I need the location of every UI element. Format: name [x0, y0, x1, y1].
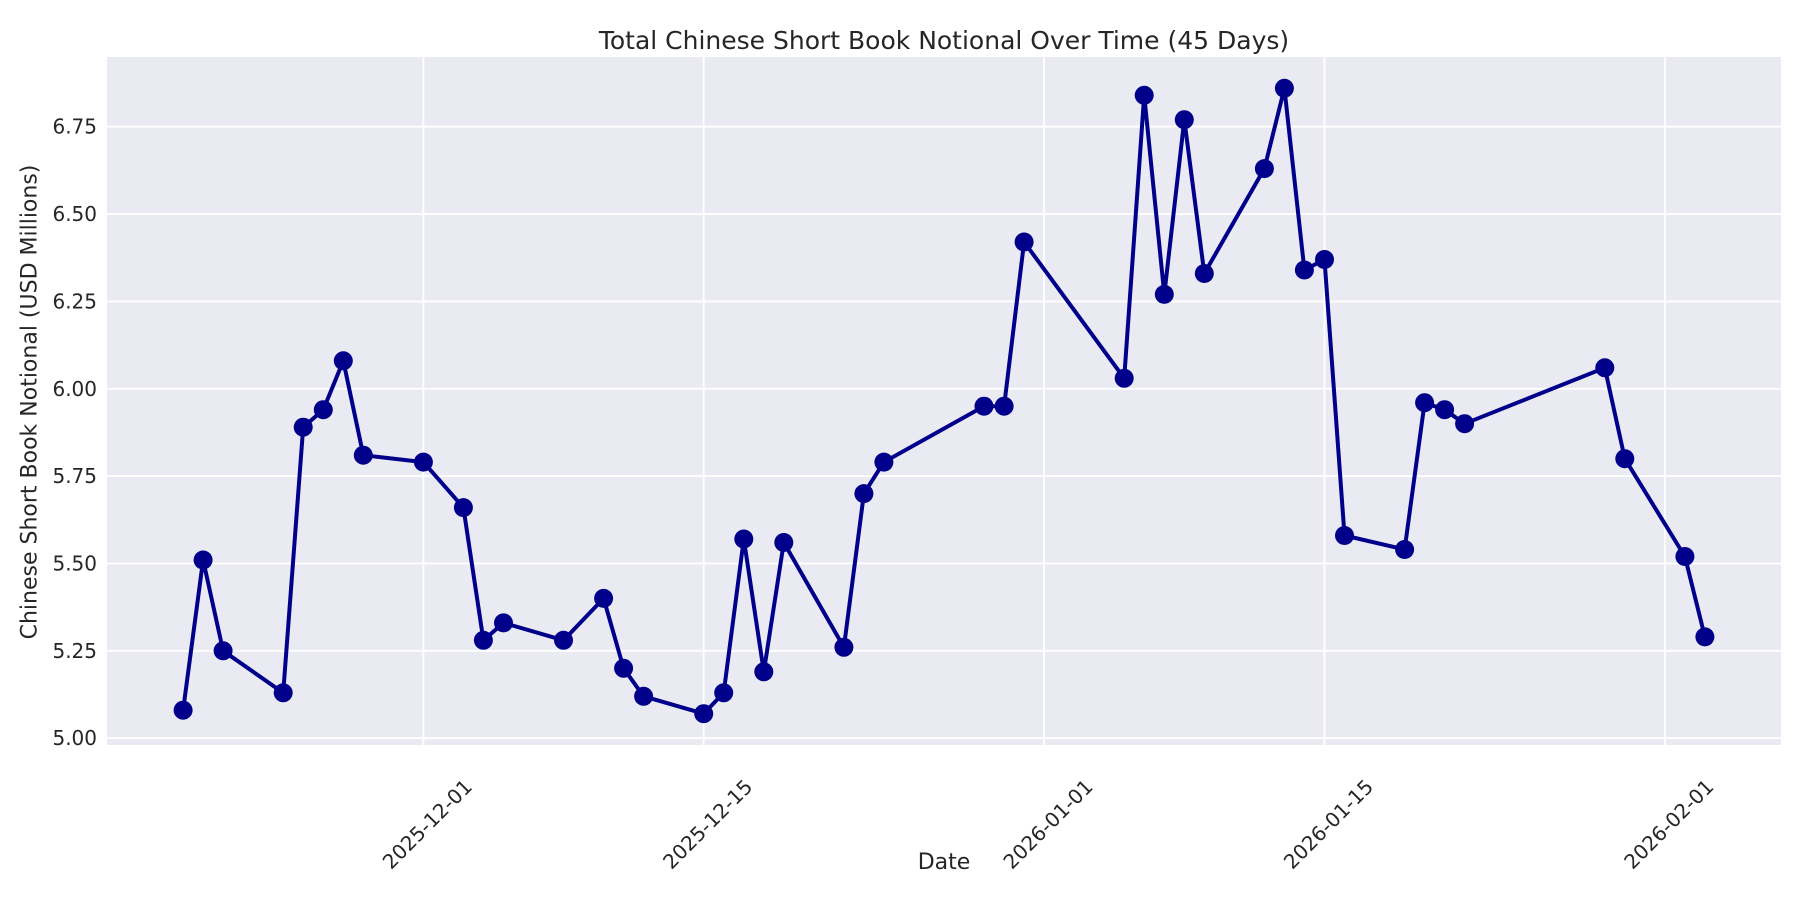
data-point [473, 630, 493, 650]
data-point [494, 613, 513, 633]
data-point [554, 630, 573, 650]
plot-background [107, 57, 1781, 745]
data-point [594, 588, 614, 608]
data-point [293, 417, 313, 437]
data-point [173, 700, 193, 720]
y-tick-label: 5.00 [52, 726, 97, 750]
y-tick-label: 6.00 [52, 377, 97, 401]
data-point [1415, 393, 1435, 413]
data-point [974, 396, 994, 416]
data-point [714, 683, 734, 703]
data-point [1615, 449, 1635, 469]
data-point [1435, 400, 1455, 420]
y-tick-label: 6.50 [52, 202, 97, 226]
data-point [694, 704, 714, 724]
data-point [754, 662, 774, 682]
data-point [834, 637, 854, 657]
y-tick-label: 6.75 [52, 115, 97, 139]
y-tick-label: 6.25 [52, 289, 97, 313]
data-point [353, 445, 373, 465]
data-point [854, 484, 874, 504]
data-point [1395, 540, 1415, 559]
x-axis-label: Date [917, 850, 971, 875]
data-point [1595, 358, 1615, 378]
y-tick-label: 5.50 [52, 551, 97, 575]
data-point [1254, 159, 1274, 179]
data-point [874, 452, 894, 472]
data-point [994, 396, 1014, 416]
data-point [313, 400, 333, 420]
y-tick-label: 5.75 [52, 464, 97, 488]
data-point [1134, 85, 1154, 105]
data-point [1014, 232, 1034, 252]
data-point [774, 533, 794, 552]
data-point [1335, 526, 1354, 545]
data-point [453, 498, 473, 518]
data-point [1174, 110, 1194, 130]
data-point [413, 452, 433, 472]
data-point [273, 683, 293, 703]
data-point [1675, 547, 1695, 566]
data-point [193, 550, 213, 570]
data-point [213, 641, 233, 661]
data-point [1194, 264, 1214, 283]
data-point [614, 658, 634, 678]
chart-title: Total Chinese Short Book Notional Over T… [598, 26, 1290, 55]
data-point [1695, 627, 1715, 647]
data-point [634, 686, 654, 706]
data-point [1315, 250, 1334, 269]
data-point [734, 529, 754, 549]
data-point [1274, 78, 1294, 98]
data-point [1294, 260, 1314, 280]
data-point [1154, 284, 1174, 304]
data-point [333, 351, 353, 371]
y-tick-label: 5.25 [52, 639, 97, 663]
data-point [1455, 414, 1475, 434]
data-point [1114, 368, 1134, 388]
